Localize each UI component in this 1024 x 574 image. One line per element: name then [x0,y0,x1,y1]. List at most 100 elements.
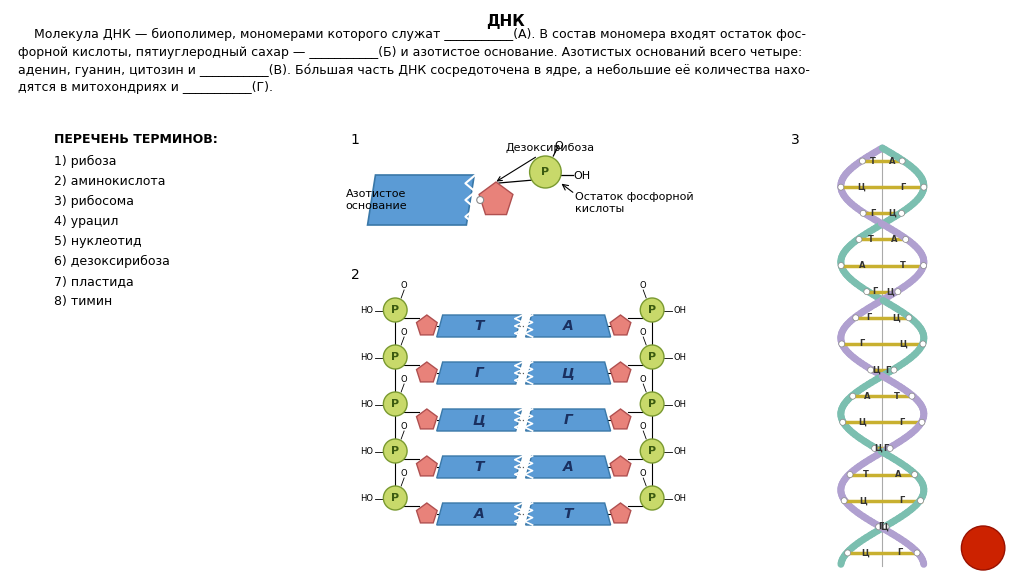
Text: Ц: Ц [473,413,485,427]
Text: Т: Т [474,319,484,333]
Circle shape [914,550,920,556]
Polygon shape [417,503,437,523]
Polygon shape [525,503,610,525]
Text: Т: Т [867,235,873,244]
Circle shape [841,498,847,504]
Circle shape [867,367,873,373]
Text: 6) дезоксирибоза: 6) дезоксирибоза [54,255,170,268]
Circle shape [919,420,925,425]
Circle shape [883,524,889,530]
Polygon shape [417,315,437,335]
Text: А: А [858,261,865,270]
Polygon shape [479,182,513,215]
Text: O: O [400,469,408,478]
Text: Г: Г [563,413,572,427]
Text: P: P [648,352,656,362]
Text: P: P [648,493,656,503]
Text: Г: Г [900,183,905,192]
Text: Дезоксирибоза: Дезоксирибоза [498,143,595,181]
Text: O: O [400,422,408,431]
Polygon shape [368,175,474,225]
Circle shape [859,158,865,164]
Circle shape [640,298,664,322]
Circle shape [899,210,904,216]
Text: P: P [391,305,399,315]
Text: 8) тимин: 8) тимин [54,295,113,308]
Circle shape [640,439,664,463]
Polygon shape [417,409,437,429]
Circle shape [839,341,845,347]
Text: OH: OH [674,353,687,362]
Text: Ц: Ц [881,522,888,532]
Circle shape [891,367,897,373]
Circle shape [853,315,859,321]
Text: А: А [474,507,484,521]
Polygon shape [525,362,610,384]
Text: 2: 2 [351,268,359,282]
Circle shape [477,196,483,204]
Circle shape [887,445,893,451]
Circle shape [850,393,856,399]
Text: Остаток фосфорной
кислоты: Остаток фосфорной кислоты [575,192,693,214]
Text: 5) нуклеотид: 5) нуклеотид [54,235,142,248]
Text: HO: HO [360,494,374,503]
Text: А: А [563,460,573,474]
Text: ДНК: ДНК [486,14,525,29]
Circle shape [871,445,878,451]
Text: Ц: Ц [562,366,574,380]
Circle shape [383,298,408,322]
Polygon shape [610,456,631,476]
Polygon shape [525,315,610,337]
Circle shape [845,550,851,556]
Text: А: А [895,470,902,479]
Text: O: O [640,281,646,290]
Text: O: O [400,375,408,384]
Text: O: O [640,422,646,431]
Circle shape [838,262,844,269]
Text: ПЕРЕЧЕНЬ ТЕРМИНОВ:: ПЕРЕЧЕНЬ ТЕРМИНОВ: [54,133,218,146]
Text: P: P [648,399,656,409]
Circle shape [856,236,862,242]
Text: 3) рибосома: 3) рибосома [54,195,134,208]
Text: P: P [542,167,550,177]
Text: O: O [640,469,646,478]
Text: Ц: Ц [874,444,883,453]
Circle shape [864,289,869,294]
Text: O: O [400,281,408,290]
Text: Г: Г [886,366,891,375]
Polygon shape [436,503,521,525]
Text: OH: OH [674,400,687,409]
Text: 2) аминокислота: 2) аминокислота [54,175,166,188]
Polygon shape [436,362,521,384]
Circle shape [383,439,408,463]
Text: Ц: Ц [872,366,881,375]
Text: А: А [563,319,573,333]
Polygon shape [610,362,631,382]
Text: Ц: Ц [861,548,868,557]
Circle shape [529,156,561,188]
Text: OH: OH [674,447,687,456]
Text: O: O [400,328,408,337]
Text: P: P [391,399,399,409]
Text: OH: OH [674,494,687,503]
Text: Ц: Ц [886,287,894,296]
Circle shape [911,472,918,478]
Circle shape [847,472,853,478]
Polygon shape [436,456,521,478]
Circle shape [962,526,1005,570]
Text: Ц: Ц [858,183,865,192]
Text: Г: Г [884,444,889,453]
Circle shape [838,184,844,190]
Text: HO: HO [360,306,374,315]
Text: OH: OH [674,306,687,315]
Polygon shape [417,456,437,476]
Text: P: P [648,446,656,456]
Polygon shape [610,409,631,429]
Text: O: O [640,328,646,337]
Text: Ц: Ц [899,339,906,348]
Circle shape [906,315,912,321]
Text: А: А [889,157,896,165]
Circle shape [860,210,866,216]
Text: HO: HO [360,447,374,456]
Circle shape [903,236,908,242]
